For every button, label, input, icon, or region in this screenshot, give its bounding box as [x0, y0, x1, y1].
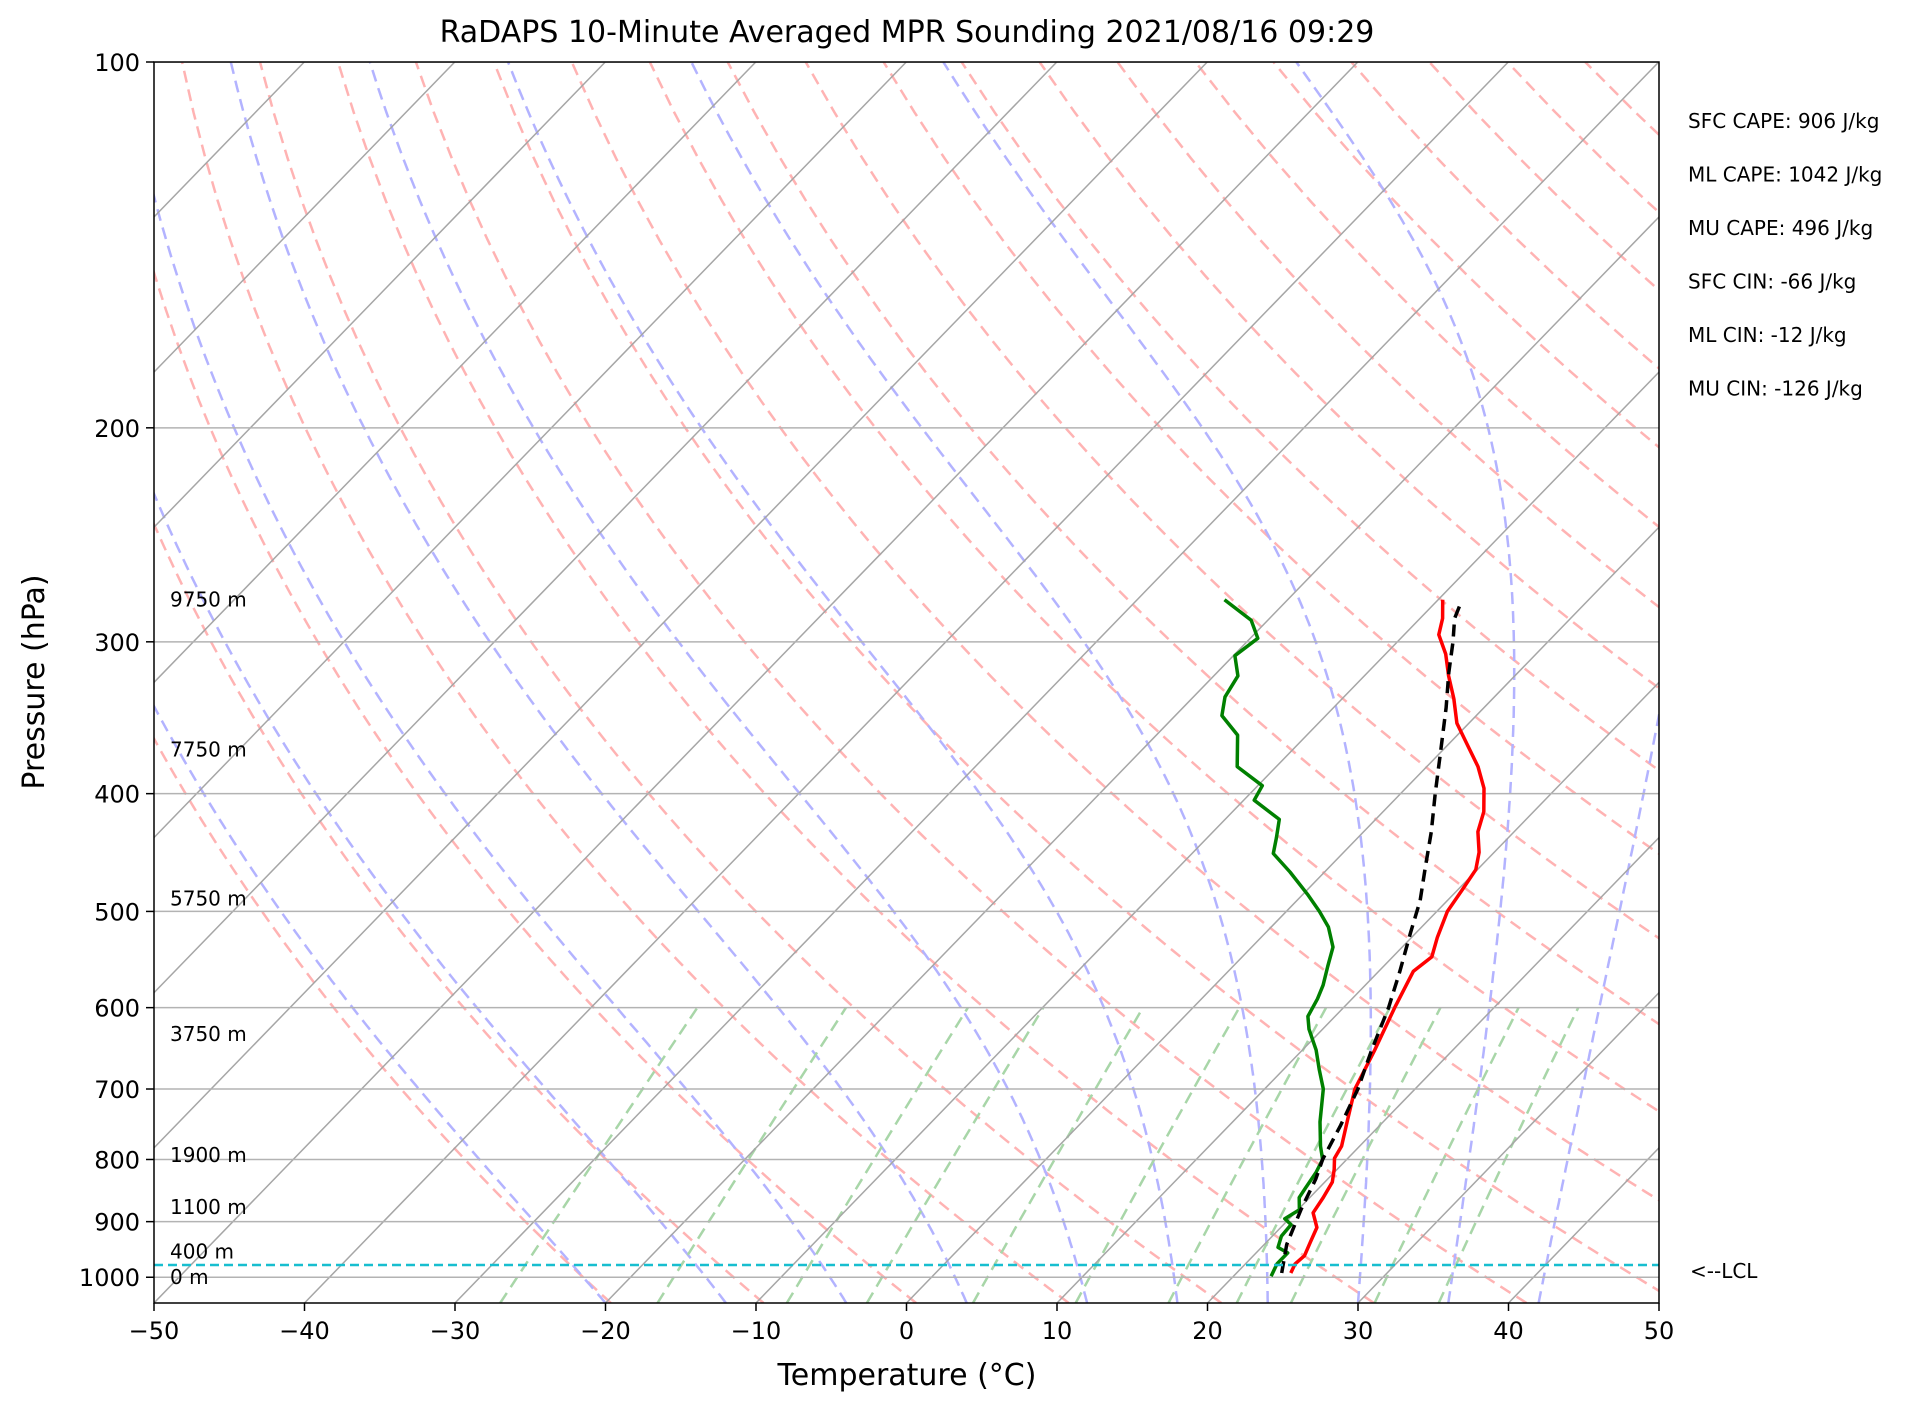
chart-title: RaDAPS 10-Minute Averaged MPR Sounding 2…: [440, 15, 1375, 50]
y-axis-label: Pressure (hPa): [17, 574, 52, 789]
height-label: 1900 m: [170, 1143, 247, 1167]
y-tick-label: 300: [94, 629, 140, 657]
isotherm-line: [154, 62, 1208, 1149]
dry-adiabat-line: [1741, 62, 1914, 1303]
moist-adiabat-line: [229, 62, 968, 1303]
isotherm-line: [905, 526, 1659, 1303]
dry-adiabat-line: [414, 62, 1528, 1303]
y-tick-label: 1000: [79, 1264, 140, 1292]
isotherm-line: [154, 62, 1058, 994]
height-label: 9750 m: [170, 588, 247, 612]
stat-line: MU CIN: -126 J/kg: [1688, 377, 1863, 401]
moist-adiabat-line: [1537, 708, 1659, 1303]
dry-adiabat-line: [258, 62, 1223, 1303]
x-tick-label: 20: [1192, 1317, 1223, 1345]
dry-adiabat-line: [1819, 62, 1914, 1303]
dry-adiabat-line: [154, 268, 917, 1303]
moist-adiabat-line: [154, 490, 727, 1303]
isotherm-line: [154, 62, 456, 374]
stat-line: ML CAPE: 1042 J/kg: [1688, 163, 1882, 187]
dry-adiabat-line: [570, 62, 1659, 1202]
dry-adiabat-line: [336, 62, 1375, 1303]
stat-line: SFC CIN: -66 J/kg: [1688, 270, 1856, 294]
moist-adiabat-line: [154, 191, 848, 1303]
height-labels: 9750 m 7750 m 5750 m 3750 m 1900 m 1100 m 400 …: [170, 588, 247, 1290]
isotherm-line: [154, 62, 757, 684]
x-tick-label: 40: [1493, 1317, 1524, 1345]
series-line-2: [1279, 604, 1462, 1274]
mixing-ratio-line: [1235, 1007, 1392, 1303]
series-line-1: [1220, 598, 1335, 1277]
y-tick-label: 700: [94, 1076, 140, 1104]
isotherm-line: [604, 215, 1659, 1303]
y-tick-label: 800: [94, 1146, 140, 1174]
dry-adiabat-line: [154, 521, 765, 1303]
x-tick-label: 50: [1644, 1317, 1675, 1345]
x-tick-label: 10: [1042, 1317, 1073, 1345]
moist-adiabat-line: [506, 62, 1179, 1303]
y-tick-label: 900: [94, 1209, 140, 1237]
x-tick-label: −50: [129, 1317, 180, 1345]
isotherm-line: [1206, 836, 1659, 1303]
mixing-ratio-line: [656, 1006, 848, 1303]
dry-adiabat-line: [882, 62, 1659, 856]
y-tick-label: 500: [94, 898, 140, 926]
height-label: 3750 m: [170, 1022, 247, 1046]
mixing-ratio-line: [1167, 1007, 1328, 1303]
y-tick-label: 200: [94, 415, 140, 443]
x-axis-label: Temperature (°C): [777, 1358, 1037, 1393]
isotherm-line: [154, 62, 907, 839]
y-tick-label: 600: [94, 995, 140, 1023]
dry-adiabat-line: [648, 62, 1659, 1113]
height-label: 400 m: [170, 1239, 234, 1263]
x-tick-label: −20: [580, 1317, 631, 1345]
isotherm-line: [1658, 1301, 1659, 1303]
dry-adiabat-line: [960, 62, 1659, 772]
dry-adiabat-line: [154, 736, 612, 1303]
x-tick-label: 0: [899, 1317, 914, 1345]
mixing-ratio-line: [785, 1006, 969, 1303]
dry-adiabat-line: [1038, 62, 1659, 690]
moist-adiabat-line: [942, 62, 1373, 1303]
isotherm-line: [154, 62, 606, 529]
series-lines: [1220, 598, 1486, 1277]
height-label: 0 m: [170, 1265, 209, 1289]
stat-line: MU CAPE: 496 J/kg: [1688, 216, 1873, 240]
isotherm-line: [755, 370, 1659, 1303]
x-tick-label: −40: [279, 1317, 330, 1345]
moist-adiabat-line: [1295, 62, 1516, 1303]
height-label: 1100 m: [170, 1195, 247, 1219]
isotherm-line: [454, 62, 1659, 1303]
isotherm-line: [1810, 62, 1914, 1303]
grid-lines: [0, 62, 1914, 1303]
isotherm-line: [154, 62, 1359, 1303]
isotherm-line: [303, 62, 1509, 1303]
lcl-group: <--LCL: [154, 1259, 1758, 1283]
x-tick-label: −30: [430, 1317, 481, 1345]
moist-adiabat-line: [154, 703, 607, 1303]
dry-adiabat-line: [1897, 62, 1914, 1303]
stat-line: SFC CAPE: 906 J/kg: [1688, 109, 1879, 133]
moist-adiabat-line: [368, 62, 1089, 1303]
lcl-label: <--LCL: [1690, 1259, 1758, 1283]
height-label: 7750 m: [170, 738, 247, 762]
moist-adiabat-line: [690, 62, 1269, 1303]
isotherm-line: [1357, 991, 1659, 1303]
stats-panel: SFC CAPE: 906 J/kg ML CAPE: 1042 J/kg MU C…: [1688, 109, 1882, 401]
dry-adiabat-line: [1663, 62, 1914, 1303]
y-tick-label: 100: [94, 49, 140, 77]
x-tick-label: −10: [731, 1317, 782, 1345]
x-tick-label: 30: [1343, 1317, 1374, 1345]
dry-adiabat-line: [180, 62, 1070, 1303]
stat-line: ML CIN: -12 J/kg: [1688, 323, 1847, 347]
axis-ticks: −50 −40 −30 −20 −10 0 10 20 30 40 50 100 200 300 400 50…: [79, 49, 1674, 1345]
isotherm-line: [0, 62, 3, 1303]
height-label: 5750 m: [170, 887, 247, 911]
series-line-0: [1289, 599, 1486, 1274]
y-tick-label: 400: [94, 781, 140, 809]
